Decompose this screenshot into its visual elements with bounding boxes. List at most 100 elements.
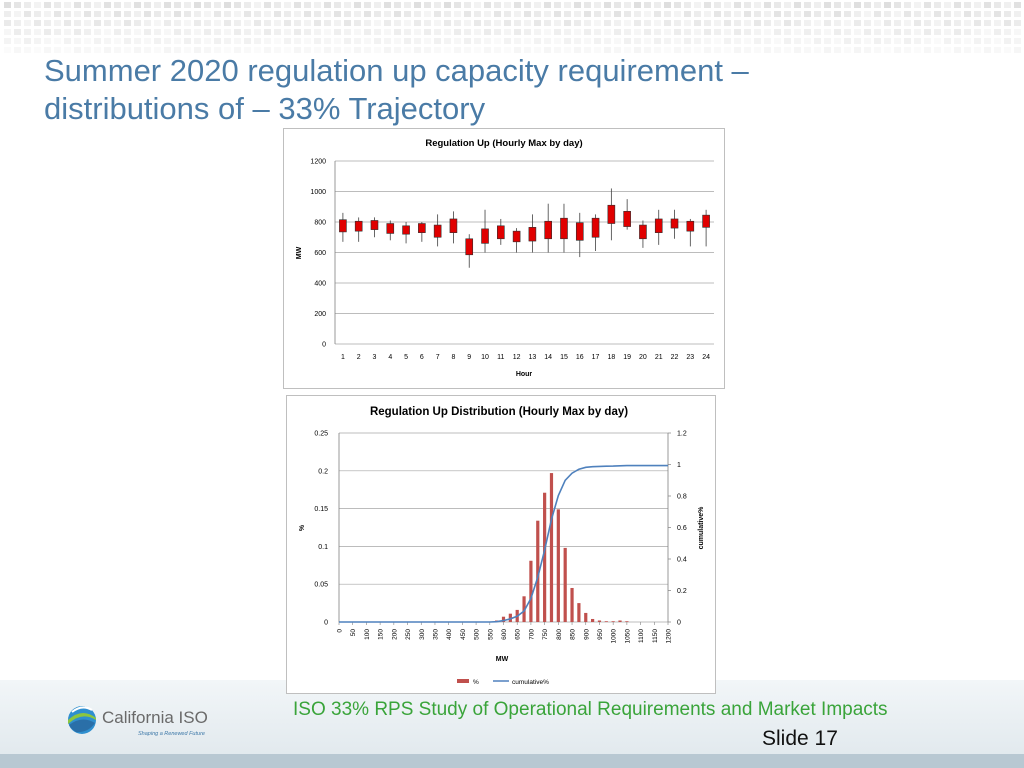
header-pattern-square <box>114 20 121 26</box>
chart1-box <box>465 238 474 256</box>
chart2-y-tick-label: 0.15 <box>314 506 328 513</box>
header-pattern-square <box>134 11 141 17</box>
chart1-x-tick-label: 14 <box>544 354 552 361</box>
header-pattern-square <box>484 38 491 44</box>
chart2-legend-bar-label: % <box>473 679 479 686</box>
chart1-x-tick-label: 24 <box>702 354 710 361</box>
slide-title-line-2: distributions of – 33% Trajectory <box>44 91 486 126</box>
header-pattern-square <box>64 29 71 35</box>
header-pattern-square <box>314 38 321 44</box>
header-pattern-square <box>834 20 841 26</box>
header-pattern-square <box>894 20 901 26</box>
header-pattern-square <box>594 38 601 44</box>
header-pattern-square <box>544 38 551 44</box>
header-pattern-square <box>294 20 301 26</box>
chart1-x-tick-label: 7 <box>436 354 440 361</box>
header-pattern-square <box>514 11 521 17</box>
header-pattern-square <box>524 47 531 53</box>
regulation-up-boxplot-chart: Regulation Up (Hourly Max by day) 0 200 400… <box>283 128 725 389</box>
header-pattern-square <box>194 11 201 17</box>
header-pattern-square <box>894 2 901 8</box>
header-pattern-square <box>444 2 451 8</box>
header-pattern-square <box>114 11 121 17</box>
header-pattern-square <box>704 29 711 35</box>
header-pattern-square <box>184 11 191 17</box>
header-pattern-square <box>184 29 191 35</box>
header-pattern-square <box>844 29 851 35</box>
header-pattern-square <box>24 47 31 53</box>
header-pattern-square <box>154 11 161 17</box>
header-pattern-square <box>194 2 201 8</box>
chart2-x-tick-label: 100 <box>364 629 371 640</box>
header-pattern-square <box>584 11 591 17</box>
header-pattern-square <box>224 47 231 53</box>
header-pattern-square <box>534 11 541 17</box>
header-pattern-square <box>284 20 291 26</box>
header-pattern-square <box>364 11 371 17</box>
header-pattern-square <box>814 20 821 26</box>
header-pattern-square <box>974 2 981 8</box>
header-pattern-square <box>784 29 791 35</box>
header-pattern-square <box>954 29 961 35</box>
header-pattern-square <box>224 20 231 26</box>
header-pattern-square <box>724 2 731 8</box>
header-pattern-square <box>904 20 911 26</box>
header-pattern-square <box>684 38 691 44</box>
header-pattern-square <box>614 29 621 35</box>
header-pattern-square <box>794 47 801 53</box>
header-pattern-square <box>54 11 61 17</box>
header-pattern-square <box>74 29 81 35</box>
chart1-x-tick-label: 22 <box>671 354 679 361</box>
header-pattern-square <box>864 2 871 8</box>
header-pattern-square <box>144 11 151 17</box>
footer-stripe <box>0 754 1024 768</box>
header-pattern-square <box>234 2 241 8</box>
header-pattern-square <box>334 47 341 53</box>
header-pattern-square <box>1004 20 1011 26</box>
header-pattern-square <box>664 38 671 44</box>
header-pattern-square <box>374 11 381 17</box>
header-pattern-square <box>924 47 931 53</box>
header-pattern-square <box>314 47 321 53</box>
header-pattern-square <box>164 20 171 26</box>
header-pattern-square <box>214 29 221 35</box>
header-pattern-square <box>664 29 671 35</box>
header-pattern-square <box>524 29 531 35</box>
header-pattern-square <box>834 47 841 53</box>
header-pattern-square <box>174 11 181 17</box>
header-pattern-square <box>664 47 671 53</box>
header-pattern-square <box>694 11 701 17</box>
header-pattern-square <box>344 29 351 35</box>
header-pattern-square <box>334 11 341 17</box>
header-pattern-square <box>414 11 421 17</box>
header-pattern-square <box>494 11 501 17</box>
header-pattern-square <box>614 11 621 17</box>
header-pattern-square <box>1014 47 1021 53</box>
chart2-x-tick-label: 350 <box>432 629 439 640</box>
header-pattern-square <box>774 29 781 35</box>
chart2-x-tick-label: 550 <box>487 629 494 640</box>
header-pattern-square <box>124 2 131 8</box>
header-pattern-square <box>114 47 121 53</box>
header-pattern-square <box>724 11 731 17</box>
header-pattern-square <box>424 47 431 53</box>
header-pattern-square <box>654 47 661 53</box>
header-pattern-square <box>884 11 891 17</box>
header-pattern-square <box>454 20 461 26</box>
header-pattern-square <box>244 20 251 26</box>
header-pattern-square <box>804 2 811 8</box>
header-pattern-square <box>564 47 571 53</box>
header-pattern-square <box>534 2 541 8</box>
header-pattern-square <box>314 29 321 35</box>
header-pattern-square <box>704 11 711 17</box>
header-pattern-square <box>864 11 871 17</box>
header-pattern-square <box>424 11 431 17</box>
header-pattern-square <box>34 11 41 17</box>
header-pattern-square <box>134 29 141 35</box>
header-pattern-square <box>444 11 451 17</box>
header-pattern-square <box>394 20 401 26</box>
chart2-legend-bar-swatch <box>457 679 469 683</box>
chart1-box <box>560 217 568 240</box>
header-pattern-square <box>904 11 911 17</box>
header-pattern-square <box>34 20 41 26</box>
